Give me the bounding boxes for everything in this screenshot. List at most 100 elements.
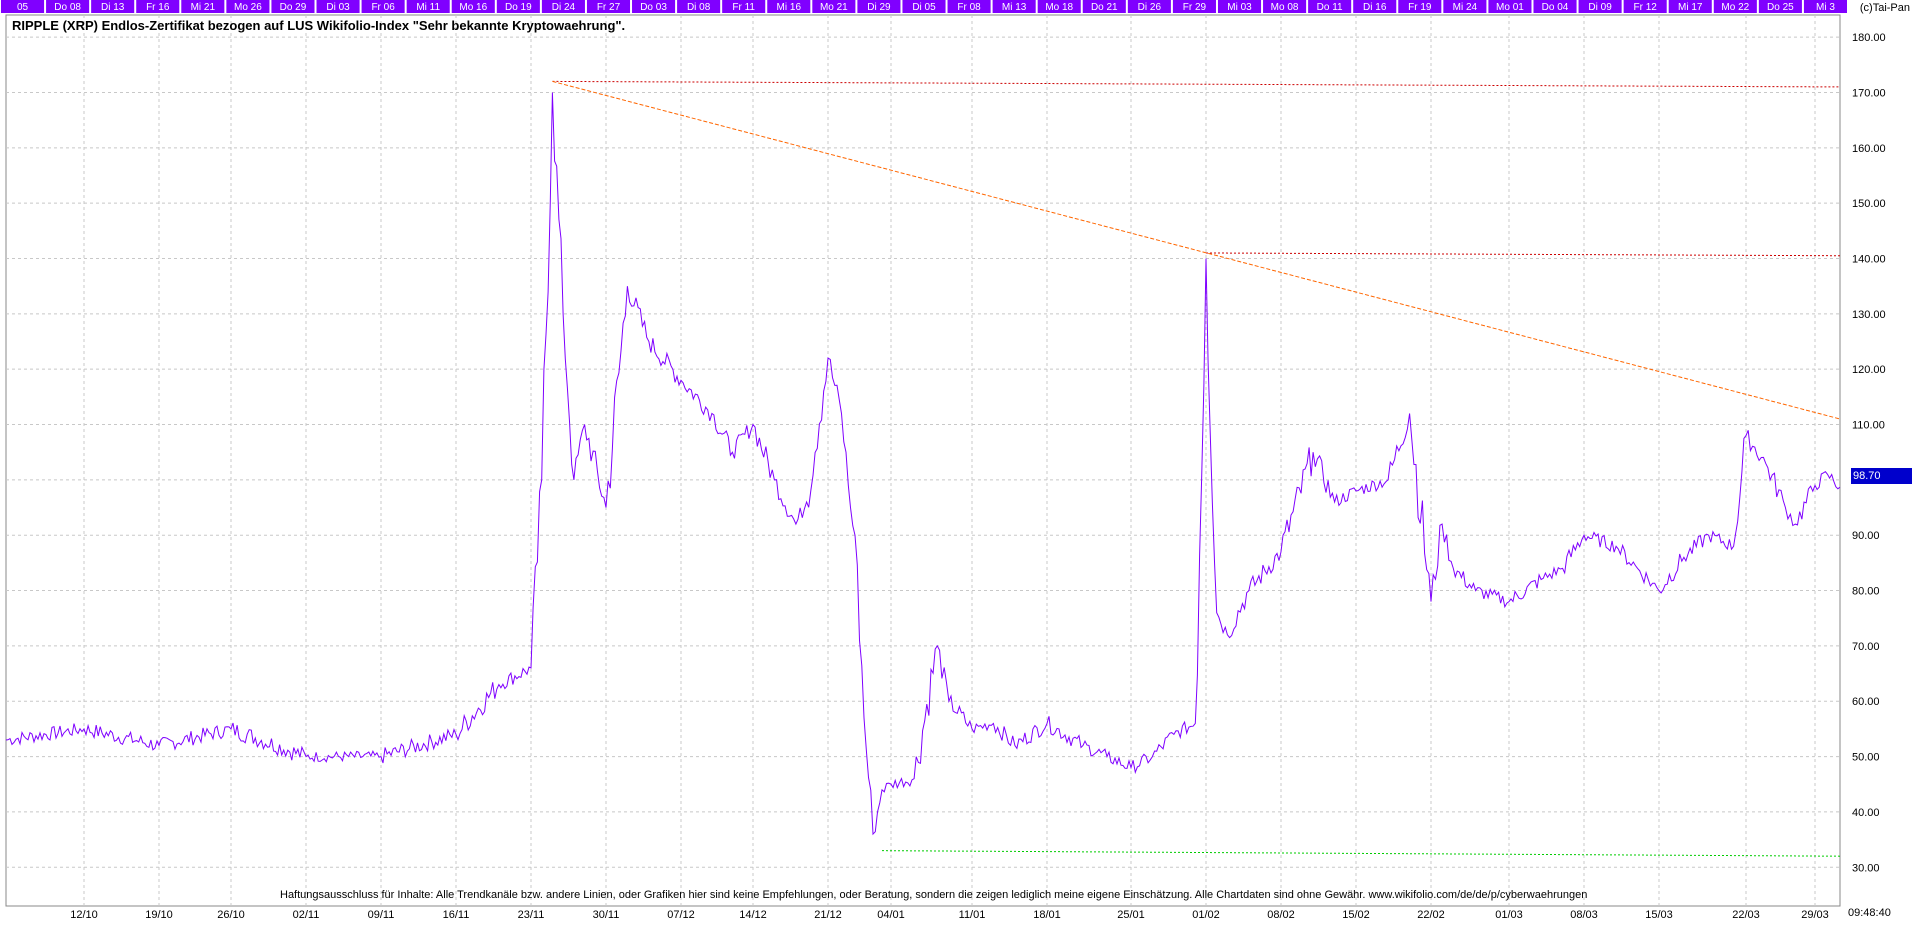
x-tick-label: 15/02 [1342,909,1370,921]
trendline [552,80,1841,420]
x-tick-label: 19/10 [145,909,173,921]
y-tick-label: 70.00 [1852,641,1880,653]
trendline [552,80,1841,88]
y-tick-label: 40.00 [1852,807,1880,819]
top-day-label: Do 04 [1542,2,1569,13]
x-tick-label: 16/11 [443,909,470,921]
top-day-label: Di 05 [912,2,936,13]
top-day-label: Mi 16 [777,2,802,13]
top-day-label: Mi 17 [1678,2,1703,13]
y-tick-label: 160.00 [1852,143,1886,155]
top-day-cell [722,0,766,13]
top-day-label: Di 08 [687,2,711,13]
top-day-label: Di 29 [867,2,891,13]
top-day-label: Mo 26 [234,2,262,13]
top-day-cell [1623,0,1667,13]
top-day-cell [271,0,315,13]
top-day-label: Fr 11 [732,2,755,13]
chart-title: RIPPLE (XRP) Endlos-Zertifikat bezogen a… [12,18,626,33]
x-tick-label: 21/12 [814,909,842,921]
x-tick-label: 26/10 [217,909,245,921]
y-tick-label: 30.00 [1852,862,1880,874]
grid-layer [5,14,1841,907]
top-day-cell [226,0,270,13]
axis-layer: 30.0040.0050.0060.0070.0080.0090.00100.0… [70,32,1885,921]
plot-frame [5,14,1841,907]
top-day-label: Fr 27 [597,2,621,13]
top-day-label: Do 11 [1317,2,1343,13]
x-tick-label: 04/01 [877,909,905,921]
top-day-label: Do 21 [1091,2,1118,13]
y-tick-label: 110.00 [1852,420,1885,432]
top-day-cell [1,0,45,13]
top-day-label: Mo 22 [1721,2,1749,13]
top-day-label: Do 25 [1767,2,1794,13]
top-day-label: Fr 16 [146,2,170,13]
y-tick-label: 150.00 [1852,198,1886,210]
top-day-label: Mo 01 [1496,2,1524,13]
top-day-label: Di 09 [1588,2,1612,13]
top-day-cell [632,0,676,13]
top-day-label: Mo 18 [1045,2,1073,13]
top-day-cell [1578,0,1622,13]
top-day-bar: 05 Do 08 Di 13 Fr 16 Mi 21 Mo 26 Do 29 Di 03 Fr … [0,0,1848,14]
x-tick-label: 01/03 [1495,909,1523,921]
top-day-label: Di 26 [1138,2,1162,13]
top-day-cell [947,0,991,13]
x-tick-label: 25/01 [1117,909,1145,921]
top-day-cell [136,0,180,13]
y-tick-label: 50.00 [1852,752,1880,764]
price-series-line [5,92,1841,836]
top-day-label: Di 24 [552,2,576,13]
trend-layer [552,80,1841,857]
top-day-label: Do 08 [54,2,81,13]
top-day-label: 05 [17,2,29,13]
x-tick-label: 15/03 [1645,909,1673,921]
top-day-cell [406,0,450,13]
y-tick-label: 60.00 [1852,696,1880,708]
top-day-cell [1668,0,1712,13]
top-day-cell [767,0,811,13]
top-day-cell [1037,0,1081,13]
top-day-label: Fr 19 [1408,2,1432,13]
top-day-cell [1803,0,1847,13]
top-day-cell [1308,0,1352,13]
top-day-label: Di 03 [326,2,350,13]
top-day-label: Fr 06 [371,2,395,13]
disclaimer-text: Haftungsausschluss für Inhalte: Alle Tre… [280,889,1588,901]
top-day-label: Mi 03 [1227,2,1252,13]
top-day-cell [1263,0,1307,13]
x-tick-label: 02/11 [293,909,320,921]
top-day-cell [1398,0,1442,13]
x-tick-label: 11/01 [959,909,986,921]
x-tick-label: 22/02 [1417,909,1445,921]
y-tick-label: 140.00 [1852,254,1886,266]
top-day-cell [812,0,856,13]
top-day-cell [496,0,540,13]
top-day-cell [361,0,405,13]
top-day-label: Fr 08 [957,2,981,13]
top-day-cell [1353,0,1397,13]
top-day-cell [1217,0,1262,13]
top-day-label: Mi 13 [1002,2,1027,13]
top-day-label: Di 13 [101,2,125,13]
top-day-label: Fr 29 [1183,2,1207,13]
x-tick-label: 12/10 [70,909,98,921]
top-day-cell [1533,0,1577,13]
top-day-cell [1488,0,1532,13]
top-day-label: Mi 24 [1453,2,1478,13]
top-day-cell [541,0,585,13]
trendline [1205,252,1841,257]
series-layer [5,92,1841,836]
top-day-cell [586,0,631,13]
top-day-label: Do 19 [505,2,532,13]
x-tick-label: 01/02 [1192,909,1220,921]
y-tick-label: 80.00 [1852,586,1880,598]
y-tick-label: 170.00 [1852,87,1886,99]
y-tick-label: 90.00 [1852,530,1880,542]
top-day-label: Mo 21 [820,2,848,13]
top-day-cell [1443,0,1487,13]
top-day-label: Mi 3 [1816,2,1835,13]
